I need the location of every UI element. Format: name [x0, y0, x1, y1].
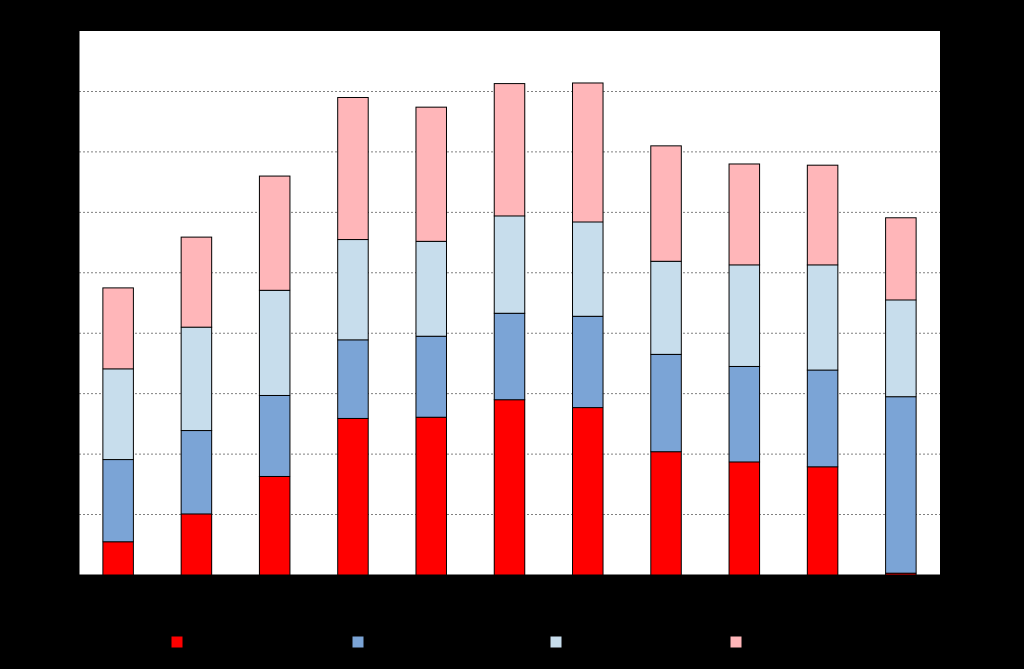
bar-segment-3: [258, 289, 291, 396]
bar-segment-2: [885, 396, 917, 574]
bar-segment-3: [885, 299, 917, 398]
bar-segment-3: [572, 221, 604, 317]
bar-segment-4: [885, 217, 917, 301]
bar-segment-1: [337, 417, 369, 576]
bar-segment-1: [728, 461, 761, 576]
bar-segment-1: [493, 399, 526, 576]
bar-segment-2: [572, 315, 604, 409]
bar-segment-2: [337, 339, 369, 419]
bar-segment-4: [572, 82, 604, 223]
legend-swatch-1: [170, 635, 184, 649]
bar-segment-1: [806, 466, 839, 576]
legend-swatch-3: [549, 635, 563, 649]
bar-segment-3: [806, 264, 839, 371]
gridlines: [79, 90, 940, 516]
bar-segment-2: [180, 430, 213, 515]
legend-swatch-2: [351, 635, 365, 649]
bar-segment-3: [493, 215, 526, 314]
bar-segment-1: [258, 475, 291, 576]
bar-segment-2: [728, 365, 761, 463]
bar-segment-4: [728, 163, 761, 266]
bar-segment-2: [806, 369, 839, 468]
bar-segment-4: [650, 145, 682, 262]
bar-segment-1: [180, 513, 213, 576]
bar-segment-2: [258, 394, 291, 477]
bar-segment-2: [493, 312, 526, 401]
bar-segment-4: [337, 96, 369, 241]
bar-segment-1: [415, 416, 447, 576]
bar-segment-2: [102, 459, 134, 543]
bar-segment-3: [337, 239, 369, 341]
bar-segment-4: [102, 287, 134, 370]
bar-segment-1: [650, 451, 682, 576]
bar-segment-3: [415, 240, 447, 337]
legend: [170, 635, 743, 649]
bar-segment-2: [415, 335, 447, 418]
bar-segment-3: [728, 264, 761, 367]
bar-segment-4: [415, 106, 447, 242]
bar-segment-4: [806, 164, 839, 266]
legend-swatch-4: [729, 635, 743, 649]
bar-segment-4: [180, 236, 213, 328]
bar-segment-1: [102, 541, 134, 576]
bar-segment-3: [180, 326, 213, 432]
bars: [102, 82, 917, 576]
bar-segment-2: [650, 353, 682, 453]
bar-segment-3: [650, 260, 682, 355]
bar-segment-1: [572, 407, 604, 576]
bar-segment-4: [258, 175, 291, 291]
bar-segment-3: [102, 368, 134, 461]
bar-segment-4: [493, 83, 526, 217]
axes: [73, 30, 946, 580]
